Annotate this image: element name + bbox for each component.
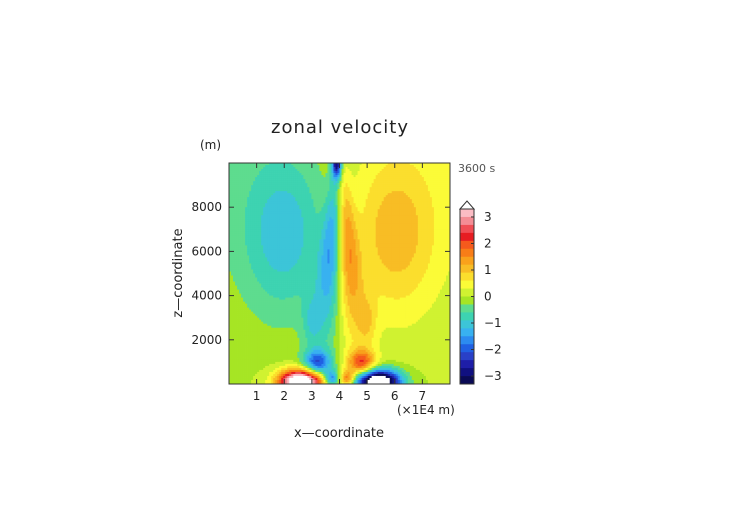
colorbar-band <box>460 360 474 369</box>
y-tick-label: 8000 <box>191 200 222 214</box>
colorbar-tick-label: 0 <box>484 290 492 304</box>
y-tick-label: 6000 <box>191 244 222 258</box>
x-tick-label: 2 <box>280 389 288 403</box>
colorbar-band <box>460 232 474 242</box>
y-tick-label: 4000 <box>191 289 222 303</box>
colorbar-tick-label: 1 <box>484 263 492 277</box>
colorbar-band <box>460 224 474 234</box>
colorbar-band <box>460 312 474 321</box>
y-axis: 2000 4000 6000 8000 <box>191 200 450 347</box>
x-tick-label: 3 <box>308 389 316 403</box>
colorbar-band <box>460 240 474 250</box>
colorbar-band <box>460 352 474 361</box>
x-tick-label: 1 <box>253 389 261 403</box>
colorbar-band <box>460 344 474 353</box>
colorbar-tick-label: −1 <box>484 316 502 330</box>
chart-title: zonal velocity <box>271 117 409 138</box>
colorbar-extend-arrow <box>458 200 476 210</box>
colorbar-tick-label: 3 <box>484 210 492 224</box>
contour-field <box>229 163 451 385</box>
colorbar-band <box>460 328 474 337</box>
x-tick-label: 6 <box>391 389 399 403</box>
colorbar-band <box>460 264 474 274</box>
colorbar-band <box>460 296 474 305</box>
time-label: 3600 s <box>458 162 495 175</box>
x-tick-label: 4 <box>336 389 344 403</box>
colorbar: 3 2 1 0 −1 −2 −3 <box>458 200 502 385</box>
colorbar-band <box>460 376 474 385</box>
colorbar-band <box>460 209 474 218</box>
x-tick-label: 7 <box>419 389 427 403</box>
colorbar-band <box>460 280 474 289</box>
colorbar-band <box>460 304 474 313</box>
colorbar-tick-label: −3 <box>484 369 502 383</box>
colorbar-tick-label: 2 <box>484 236 492 250</box>
y-axis-title: z—coordinate <box>171 228 186 317</box>
colorbar-band <box>460 248 474 258</box>
colorbar-band <box>460 256 474 266</box>
x-tick-label: 5 <box>363 389 371 403</box>
colorbar-band <box>460 216 474 226</box>
x-axis: 1 2 3 4 5 6 7 <box>253 163 426 403</box>
colorbar-band <box>460 336 474 345</box>
colorbar-tick-label: −2 <box>484 343 502 357</box>
x-unit-label: (×1E4 m) <box>397 403 455 417</box>
colorbar-band <box>460 320 474 329</box>
y-unit-label: (m) <box>200 138 221 152</box>
colorbar-band <box>460 272 474 281</box>
colorbar-band <box>460 288 474 297</box>
x-axis-title: x—coordinate <box>294 426 384 441</box>
colorbar-band <box>460 368 474 377</box>
y-tick-label: 2000 <box>191 333 222 347</box>
